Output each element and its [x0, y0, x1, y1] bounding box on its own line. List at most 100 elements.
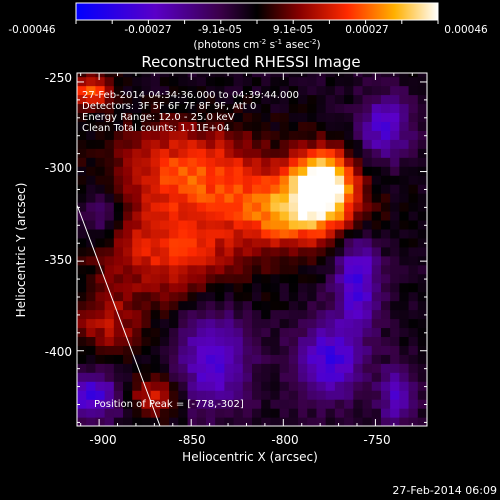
- heatmap-cell: [408, 112, 419, 122]
- heatmap-cell: [215, 112, 225, 122]
- heatmap-cell: [279, 390, 290, 400]
- heatmap-cell: [325, 237, 336, 248]
- heatmap-cell: [150, 166, 161, 176]
- heatmap-cell: [334, 246, 345, 257]
- heatmap-cell: [417, 372, 427, 382]
- heatmap-cell: [307, 219, 318, 230]
- heatmap-cell: [187, 76, 198, 87]
- heatmap-cell: [233, 390, 244, 400]
- heatmap-cell: [288, 273, 299, 284]
- heatmap-cell: [252, 73, 262, 78]
- heatmap-cell: [252, 282, 262, 293]
- heatmap-cell: [196, 372, 207, 382]
- heatmap-cell: [150, 354, 161, 364]
- heatmap-cell: [362, 300, 373, 311]
- heatmap-cell: [334, 166, 345, 176]
- plot-title: Reconstructed RHESSI Image: [141, 53, 360, 71]
- x-tick-label: -800: [271, 433, 298, 447]
- heatmap-cell: [279, 336, 290, 346]
- heatmap-cell: [325, 219, 336, 230]
- heatmap-cell: [390, 202, 400, 212]
- heatmap-cell: [399, 148, 410, 158]
- heatmap-cell: [86, 76, 97, 87]
- heatmap-cell: [399, 219, 410, 230]
- heatmap-cell: [187, 354, 198, 364]
- heatmap-cell: [399, 175, 410, 185]
- heatmap-cell: [104, 202, 115, 212]
- heatmap-cell: [205, 193, 216, 203]
- heatmap-cell: [95, 354, 106, 364]
- heatmap-cell: [270, 291, 281, 302]
- heatmap-cell: [196, 76, 207, 87]
- heatmap-cell: [141, 408, 152, 418]
- heatmap-cell: [95, 408, 106, 418]
- heatmap-cell: [270, 166, 281, 176]
- heatmap-cell: [178, 73, 189, 78]
- heatmap-cell: [261, 246, 272, 257]
- heatmap-cell: [104, 264, 115, 275]
- heatmap-cell: [362, 345, 373, 355]
- heatmap-cell: [288, 390, 299, 400]
- heatmap-cell: [178, 273, 189, 284]
- heatmap-cell: [159, 363, 170, 373]
- heatmap-cell: [298, 273, 308, 284]
- heatmap-cell: [205, 336, 216, 346]
- heatmap-cell: [95, 237, 106, 248]
- heatmap-cell: [380, 264, 391, 275]
- heatmap-cell: [380, 175, 391, 185]
- heatmap-cell: [316, 309, 327, 320]
- heatmap-cell: [141, 354, 152, 364]
- heatmap-cell: [113, 336, 124, 346]
- heatmap-cell: [380, 73, 391, 78]
- heatmap-cell: [141, 318, 152, 329]
- heatmap-cell: [325, 264, 336, 275]
- heatmap-cell: [150, 184, 161, 194]
- heatmap-cell: [86, 345, 97, 355]
- heatmap-cell: [316, 157, 327, 167]
- heatmap-cell: [178, 390, 189, 400]
- heatmap-cell: [417, 417, 427, 426]
- heatmap-cell: [77, 94, 87, 105]
- heatmap-cell: [215, 273, 225, 284]
- heatmap-cell: [408, 291, 419, 302]
- heatmap-cell: [196, 184, 207, 194]
- heatmap-cell: [205, 282, 216, 293]
- heatmap-cell: [298, 103, 308, 114]
- heatmap-cell: [279, 202, 290, 212]
- heatmap-cell: [242, 273, 253, 284]
- heatmap-cell: [408, 273, 419, 284]
- heatmap-cell: [353, 184, 364, 194]
- heatmap-cell: [279, 345, 290, 355]
- heatmap-cell: [344, 300, 354, 311]
- heatmap-cell: [233, 408, 244, 418]
- heatmap-cell: [187, 291, 198, 302]
- heatmap-cell: [196, 85, 207, 96]
- heatmap-cell: [408, 210, 419, 221]
- heatmap-cell: [279, 94, 290, 105]
- heatmap-cell: [159, 237, 170, 248]
- heatmap-cell: [307, 255, 318, 266]
- heatmap-cell: [380, 121, 391, 131]
- heatmap-cell: [178, 291, 189, 302]
- heatmap-cell: [307, 166, 318, 176]
- heatmap-cell: [325, 121, 336, 131]
- heatmap-cell: [408, 85, 419, 96]
- heatmap-cell: [261, 381, 272, 391]
- heatmap-cell: [132, 219, 143, 230]
- solar-limb-line: [77, 204, 161, 426]
- heatmap-cell: [362, 336, 373, 346]
- heatmap-cell: [279, 381, 290, 391]
- heatmap-cell: [224, 300, 235, 311]
- heatmap-cell: [169, 184, 179, 194]
- heatmap-cell: [252, 390, 262, 400]
- heatmap-cell: [196, 264, 207, 275]
- heatmap-cell: [325, 112, 336, 122]
- heatmap-cell: [86, 85, 97, 96]
- heatmap-cell: [298, 399, 308, 409]
- heatmap-cell: [390, 282, 400, 293]
- heatmap-cell: [261, 85, 272, 96]
- heatmap-cell: [325, 202, 336, 212]
- heatmap-cell: [224, 157, 235, 167]
- heatmap-cell: [187, 273, 198, 284]
- heatmap-cell: [380, 399, 391, 409]
